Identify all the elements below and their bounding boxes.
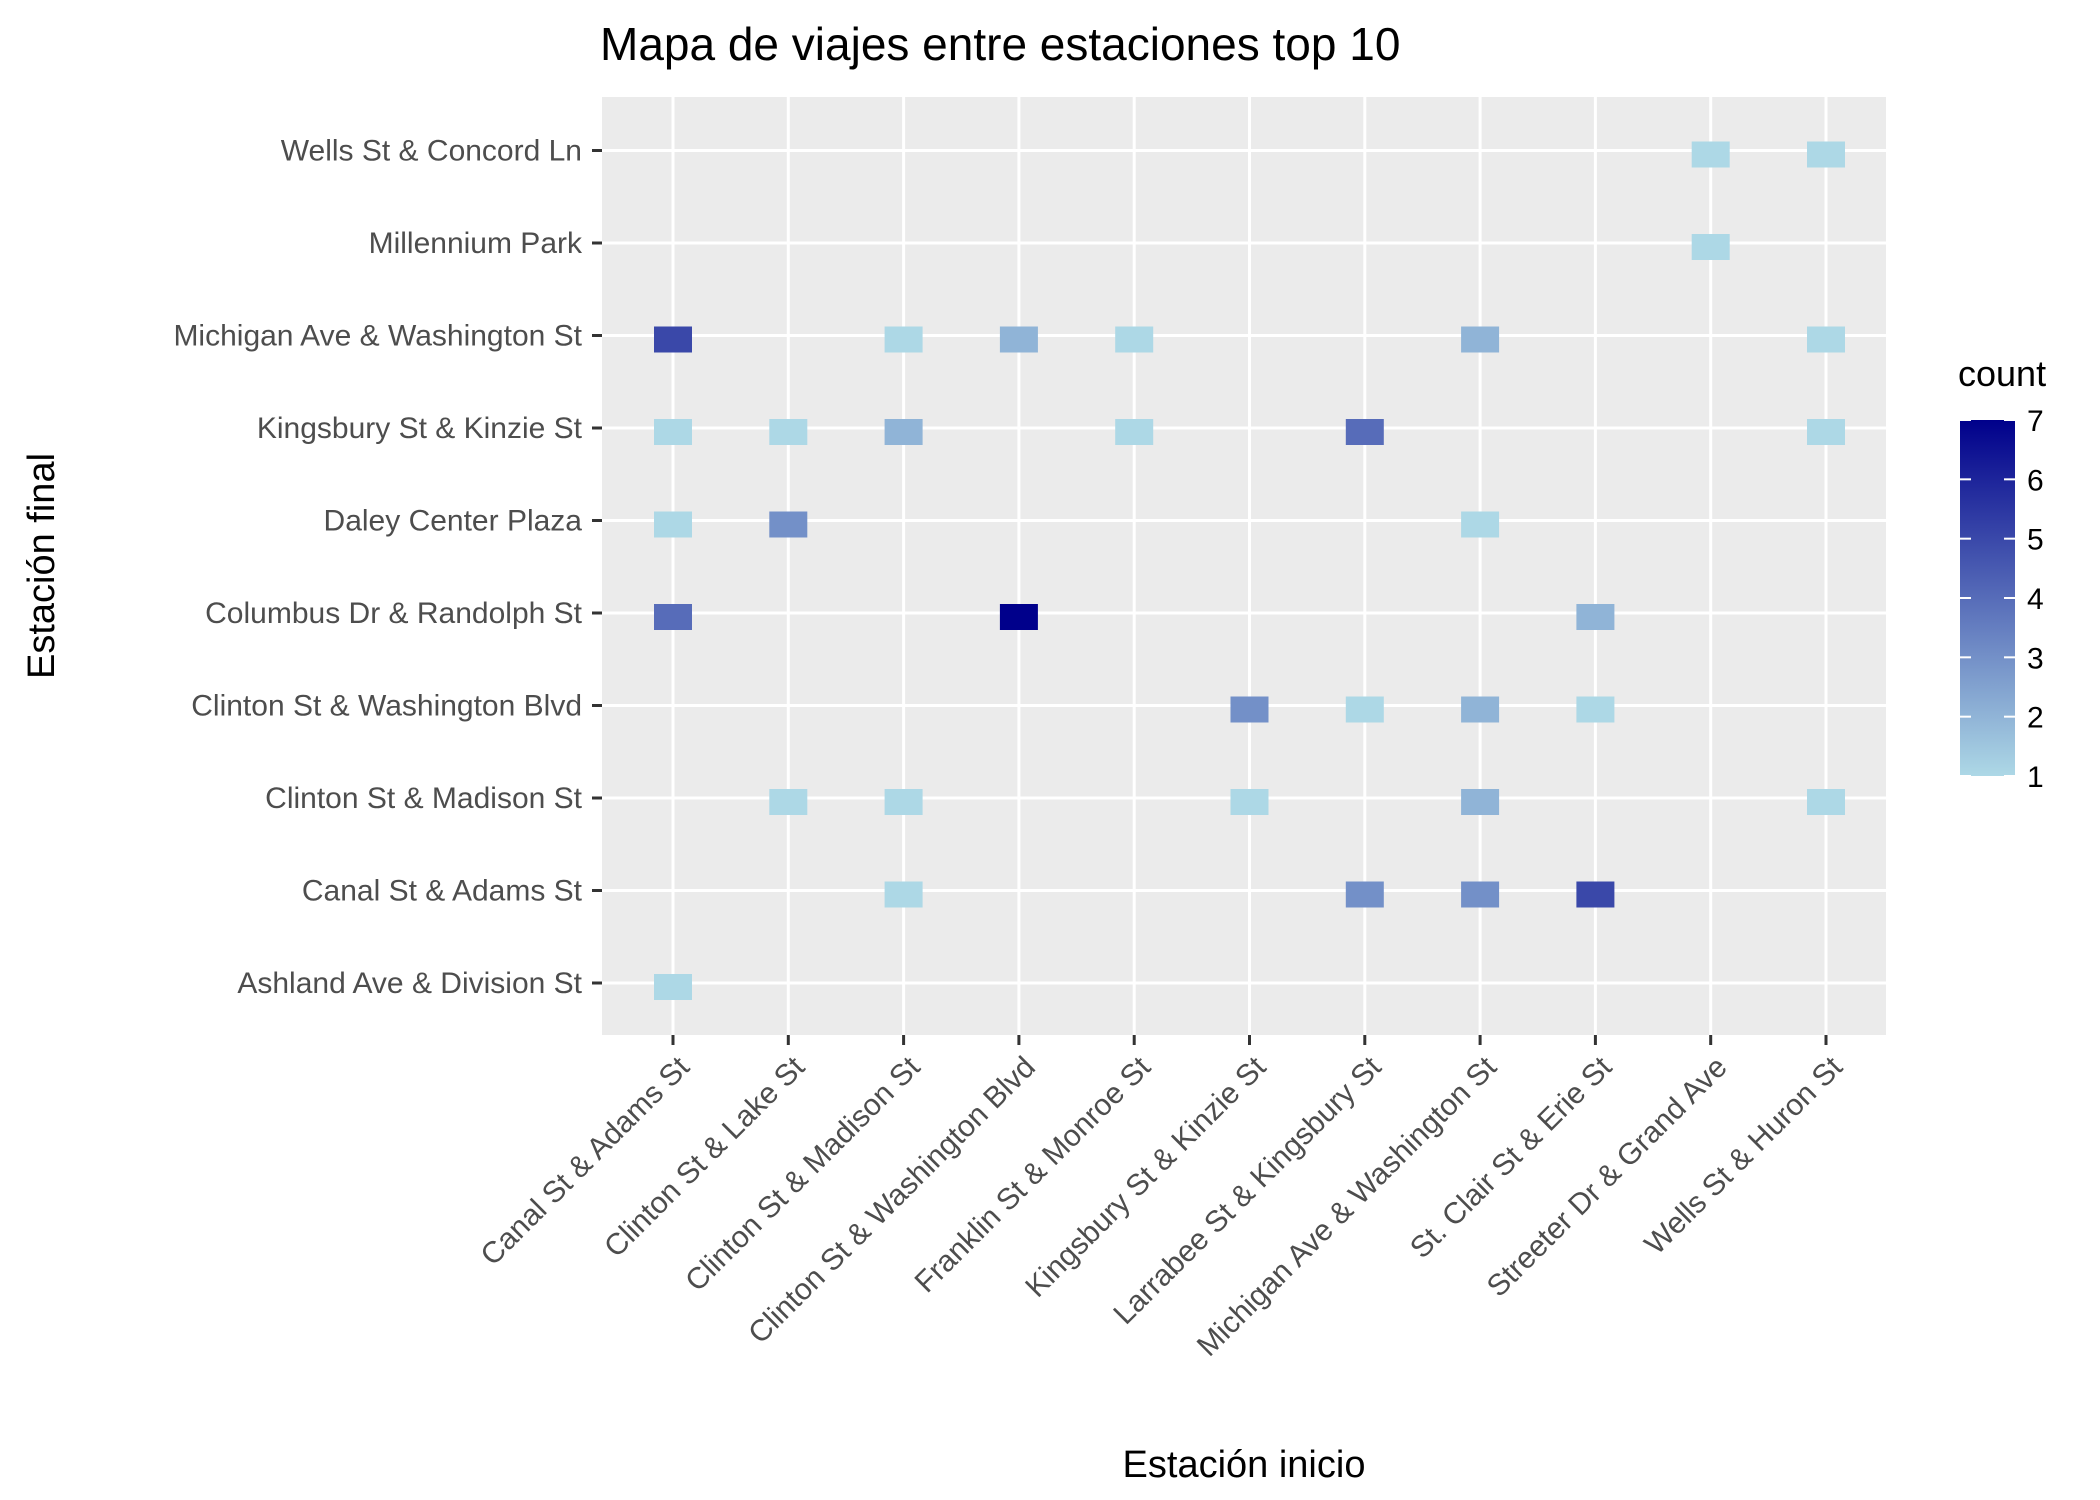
heatmap-cell xyxy=(1576,604,1615,630)
heatmap-cell xyxy=(1807,141,1845,168)
legend-ticks: 1 2 3 4 5 6 7 xyxy=(1960,405,2044,794)
legend-tick-label: 6 xyxy=(2027,464,2044,497)
y-tick-label: Ashland Ave & Division St xyxy=(237,967,582,1000)
y-tick-label: Clinton St & Washington Blvd xyxy=(191,690,582,723)
y-tick-label: Kingsbury St & Kinzie St xyxy=(257,412,583,445)
heatmap-cell xyxy=(1576,696,1615,723)
heatmap-cell xyxy=(769,789,808,815)
heatmap-cell xyxy=(654,326,692,353)
heatmap-cell xyxy=(999,326,1038,353)
heatmap-cell xyxy=(1115,326,1154,353)
heatmap-cell xyxy=(1345,696,1384,723)
y-tick-label: Clinton St & Madison St xyxy=(265,782,582,815)
legend-tick-label: 7 xyxy=(2027,405,2044,438)
heatmap-cells xyxy=(654,141,1845,1000)
heatmap-cell xyxy=(884,881,923,908)
y-tick-label: Daley Center Plaza xyxy=(324,505,583,538)
plot-panel xyxy=(602,97,1886,1035)
heatmap-cell xyxy=(884,419,923,445)
heatmap-cell xyxy=(654,974,692,1000)
x-tick-label: Canal St & Adams St xyxy=(475,1050,697,1272)
heatmap-cell xyxy=(1345,881,1384,908)
legend-tick-label: 5 xyxy=(2027,524,2044,557)
legend-tick-label: 3 xyxy=(2027,642,2044,675)
heatmap-cell xyxy=(654,511,692,538)
heatmap-cell xyxy=(1461,789,1500,815)
x-tick-label: Franklin St & Monroe St xyxy=(909,1050,1158,1299)
heatmap-cell xyxy=(654,604,692,630)
chart-title: Mapa de viajes entre estaciones top 10 xyxy=(600,18,1400,70)
heatmap-cell xyxy=(1461,696,1500,723)
color-legend: count 1 2 3 4 5 6 7 xyxy=(1958,353,2046,794)
legend-tick-label: 2 xyxy=(2027,702,2044,735)
heatmap-cell xyxy=(1461,881,1500,908)
y-tick-label: Millennium Park xyxy=(369,227,583,260)
heatmap-cell xyxy=(1576,881,1615,908)
heatmap-cell xyxy=(1230,789,1269,815)
x-tick-label: Kingsbury St & Kinzie St xyxy=(1019,1050,1273,1304)
heatmap-cell xyxy=(1461,511,1500,538)
heatmap-cell xyxy=(1461,326,1500,353)
heatmap-cell xyxy=(1807,789,1845,815)
heatmap-cell xyxy=(1230,696,1269,723)
y-axis: Ashland Ave & Division St Canal St & Adam… xyxy=(173,135,602,1000)
x-tick-label: Clinton St & Madison St xyxy=(679,1050,927,1298)
x-tick-label: Wells St & Huron St xyxy=(1639,1050,1850,1261)
heatmap-cell xyxy=(769,511,808,538)
heatmap-cell xyxy=(1691,234,1730,260)
heatmap-cell xyxy=(654,419,692,445)
x-tick-label: St. Clair St & Erie St xyxy=(1404,1050,1619,1265)
x-tick-label: Streeter Dr & Grand Ave xyxy=(1481,1051,1734,1304)
heatmap-cell xyxy=(1807,419,1845,445)
x-tick-label: Clinton St & Lake St xyxy=(598,1050,812,1264)
heatmap-cell xyxy=(999,604,1038,630)
legend-tick-label: 4 xyxy=(2027,583,2044,616)
heatmap-cell xyxy=(769,419,808,445)
y-axis-title: Estación final xyxy=(21,453,63,679)
heatmap-cell xyxy=(1691,141,1730,168)
heatmap-cell xyxy=(884,789,923,815)
heatmap-cell xyxy=(1115,419,1154,445)
legend-tick-label: 1 xyxy=(2027,761,2044,794)
heatmap-cell xyxy=(1807,326,1845,353)
heatmap-cell xyxy=(1345,419,1384,445)
y-tick-label: Michigan Ave & Washington St xyxy=(173,320,582,353)
y-tick-label: Columbus Dr & Randolph St xyxy=(205,597,583,630)
legend-title: count xyxy=(1958,353,2046,394)
y-tick-label: Canal St & Adams St xyxy=(302,875,583,908)
heatmap-cell xyxy=(884,326,923,353)
y-tick-label: Wells St & Concord Ln xyxy=(281,135,582,168)
x-axis-title: Estación inicio xyxy=(1123,1444,1366,1486)
